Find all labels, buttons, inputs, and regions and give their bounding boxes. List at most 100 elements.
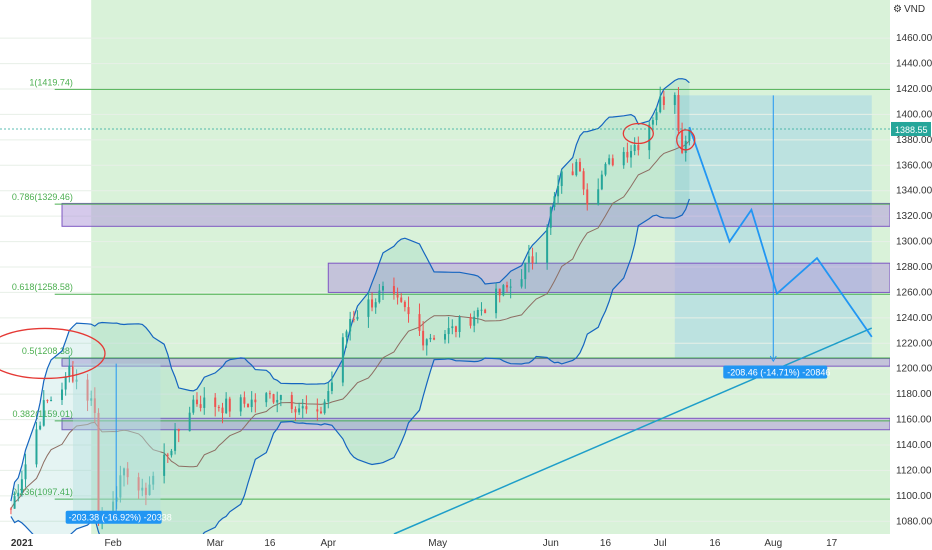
candle-body (323, 401, 326, 414)
candle-body (633, 144, 636, 152)
jan-tag-bg (65, 510, 162, 524)
candle-body (378, 290, 381, 303)
candle-body (170, 450, 173, 456)
candle-body (403, 301, 406, 308)
candle-body (163, 454, 166, 476)
candle-body (250, 399, 253, 408)
candle-body (367, 299, 370, 317)
candle-body (575, 161, 578, 176)
candle-body (192, 399, 195, 413)
candle-body (578, 161, 581, 172)
candle-body (214, 397, 217, 407)
candle-body (520, 279, 523, 287)
candle-body (454, 326, 457, 332)
candle-body (527, 256, 530, 263)
candle-body (535, 262, 538, 264)
candle-body (630, 151, 633, 158)
x-tick-label: Jun (543, 538, 559, 549)
candle-body (115, 497, 118, 502)
candle-body (659, 96, 662, 113)
candle-body (476, 309, 479, 317)
candle-body (86, 379, 89, 401)
fib-label: 0.618(1258.58) (12, 282, 73, 292)
y-tick-label: 1200.00 (896, 364, 932, 375)
candle-body (546, 227, 549, 263)
candle-body (199, 404, 202, 408)
candle-body (604, 163, 607, 175)
candle-body (345, 331, 348, 338)
candle-body (396, 293, 399, 298)
candle-body (622, 151, 625, 166)
jan-tag-label: -203.38 (-16.92%) -20338 (69, 513, 172, 523)
y-tick-label: 1400.00 (896, 109, 932, 120)
fib-label: 0.236(1097.41) (12, 487, 73, 497)
x-tick-label: May (428, 538, 447, 549)
drawings: -208.46 (-14.71%) -20846 -203.38 (-16.92%… (0, 95, 873, 535)
candle-body (221, 407, 224, 414)
candle-body (13, 496, 16, 509)
candle-body (469, 316, 472, 326)
candle-body (407, 307, 410, 315)
candle-body (126, 468, 129, 478)
candle-body (9, 508, 12, 510)
projection-path (688, 126, 873, 338)
candle-body (61, 389, 64, 400)
candle-body (458, 316, 461, 332)
candle-body (247, 403, 250, 408)
candle-body (20, 479, 23, 493)
candle-body (626, 151, 629, 158)
candle-body (381, 286, 384, 291)
candle-body (17, 492, 20, 497)
y-tick-label: 1260.00 (896, 287, 932, 298)
candle-body (46, 400, 49, 402)
candle-body (586, 189, 589, 205)
candle-body (608, 158, 611, 164)
x-tick-label: 2021 (11, 538, 34, 549)
candle-body (600, 174, 603, 190)
candle-body (90, 398, 93, 401)
candle-body (374, 302, 377, 308)
fibonacci-levels: 1(1419.74) 0.786(1329.46) 0.618(1258.58) 0.… (12, 77, 890, 500)
candle-body (268, 393, 271, 395)
candle-body (549, 207, 552, 228)
y-tick-label: 1320.00 (896, 211, 932, 222)
candle-body (68, 365, 71, 377)
fib-label: 0.5(1208.38) (22, 346, 73, 356)
candle-body (557, 186, 560, 197)
x-tick-label: 16 (264, 538, 276, 549)
y-tick-label: 1440.00 (896, 59, 932, 70)
candle-body (119, 475, 122, 498)
candle-body (112, 501, 115, 516)
candle-body (480, 309, 483, 311)
candle-body (71, 365, 74, 382)
settings-icon[interactable]: ⚙ (893, 4, 902, 15)
trendline (393, 327, 873, 535)
candle-body (217, 406, 220, 408)
fib-label: 1(1419.74) (29, 77, 73, 87)
x-tick-label: Mar (207, 538, 225, 549)
candle-body (123, 468, 126, 476)
candle-body (203, 397, 206, 408)
y-tick-label: 1120.00 (896, 465, 932, 476)
y-tick-label: 1280.00 (896, 262, 932, 273)
candle-body (524, 262, 527, 280)
candle-body (39, 425, 42, 430)
candle-body (42, 400, 45, 426)
candle-body (174, 428, 177, 451)
price-axis-bg (890, 0, 932, 550)
measure-arrow-head (769, 355, 777, 363)
fib-label: 0.382(1159.01) (13, 409, 73, 419)
y-tick-label: 1140.00 (896, 440, 932, 451)
candle-body (141, 487, 144, 491)
candle-body (341, 337, 344, 383)
y-tick-label: 1340.00 (896, 186, 932, 197)
candle-body (433, 337, 436, 340)
candle-body (392, 286, 395, 294)
candle-body (97, 412, 100, 521)
y-tick-label: 1240.00 (896, 313, 932, 324)
candle-body (64, 376, 67, 390)
candles (9, 86, 691, 530)
candle-body (531, 256, 534, 264)
